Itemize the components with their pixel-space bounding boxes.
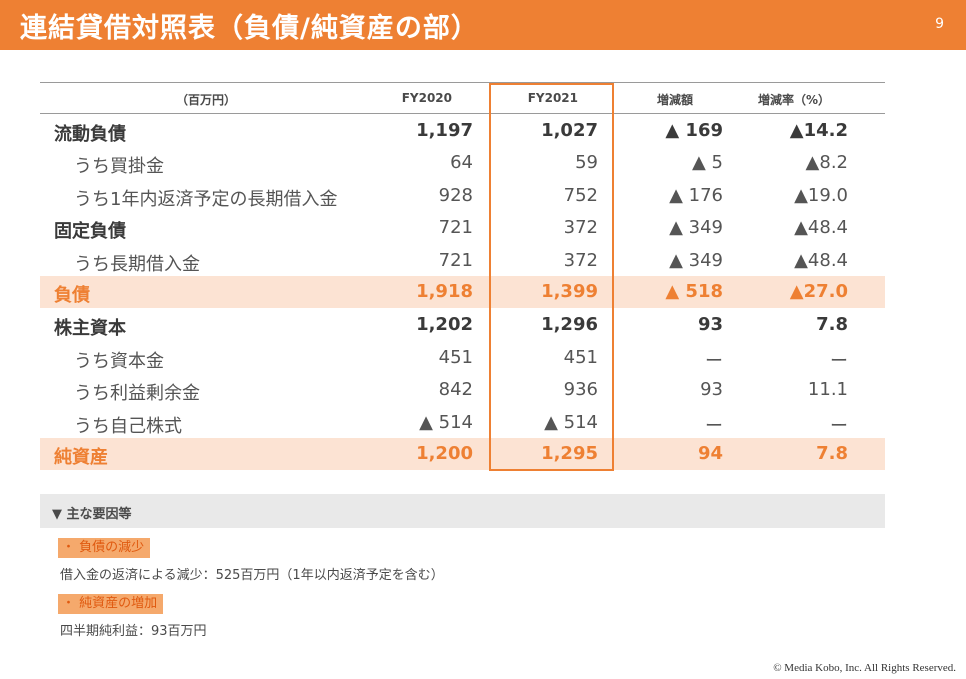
row-label: うち利益剰余金	[74, 383, 200, 404]
factors-title: ▼ 主な要因等	[52, 507, 132, 522]
cell-rate: ー	[830, 351, 848, 372]
table-row-net-assets: 純資産 1,200 1,295 94 7.8	[40, 438, 885, 470]
table-row: うち長期借入金 721 372 ▲ 349 ▲48.4	[40, 245, 885, 277]
cell-fy2020: 721	[438, 250, 473, 271]
cell-rate: 7.8	[816, 443, 848, 464]
header-change-rate: 増減率（%）	[757, 93, 830, 107]
cell-change: 93	[700, 379, 723, 400]
cell-fy2021: 1,295	[541, 443, 598, 464]
cell-change: ー	[705, 416, 723, 437]
factor-desc-liabilities: 借入金の返済による減少：525百万円（1年以内返済予定を含む）	[60, 568, 444, 583]
copyright: © Media Kobo, Inc. All Rights Reserved.	[773, 662, 956, 674]
cell-rate: ▲14.2	[789, 120, 848, 141]
cell-fy2020: 451	[438, 347, 473, 368]
table-row: うち1年内返済予定の長期借入金 928 752 ▲ 176 ▲19.0	[40, 180, 885, 212]
row-label: うち長期借入金	[74, 254, 200, 275]
row-label: 負債	[54, 285, 90, 306]
header-unit: （百万円）	[176, 93, 237, 107]
factor-tag-liabilities: ・ 負債の減少	[58, 538, 151, 558]
cell-fy2021: ▲ 514	[544, 412, 598, 433]
slide-title: 連結貸借対照表（負債/純資産の部）	[20, 13, 479, 44]
cell-change: ▲ 518	[665, 281, 723, 302]
cell-fy2021: 936	[563, 379, 598, 400]
cell-rate: ▲48.4	[794, 250, 848, 271]
table-header: （百万円） FY2020 FY2021 増減額 増減率（%）	[40, 82, 885, 114]
table-row: うち利益剰余金 842 936 93 11.1	[40, 374, 885, 406]
factors-header: ▼ 主な要因等	[40, 494, 885, 528]
slide-header: 連結貸借対照表（負債/純資産の部） 9	[0, 0, 966, 50]
header-fy2020: FY2020	[401, 91, 452, 105]
cell-change: ▲ 349	[669, 217, 723, 238]
cell-change: ▲ 169	[665, 120, 723, 141]
row-label: うち自己株式	[74, 416, 182, 437]
cell-rate: ▲27.0	[789, 281, 848, 302]
page-number: 9	[935, 16, 944, 32]
header-change: 増減額	[656, 93, 693, 107]
cell-fy2021: 1,399	[541, 281, 598, 302]
table-row: うち自己株式 ▲ 514 ▲ 514 ー ー	[40, 407, 885, 439]
cell-fy2021: 372	[563, 217, 598, 238]
cell-fy2020: 928	[438, 185, 473, 206]
table-row: 株主資本 1,202 1,296 93 7.8	[40, 309, 885, 341]
cell-fy2020: 1,918	[416, 281, 473, 302]
row-label: うち資本金	[74, 351, 164, 372]
row-label: 純資産	[54, 447, 108, 468]
cell-fy2021: 1,296	[541, 314, 598, 335]
cell-rate: ▲48.4	[794, 217, 848, 238]
cell-change: 93	[697, 314, 723, 335]
cell-fy2021: 59	[575, 152, 598, 173]
cell-change: ▲ 349	[669, 250, 723, 271]
cell-change: 94	[697, 443, 723, 464]
table-row: うち資本金 451 451 ー ー	[40, 342, 885, 374]
cell-fy2021: 1,027	[541, 120, 598, 141]
fy2021-highlight-frame	[489, 83, 614, 471]
cell-rate: ー	[830, 416, 848, 437]
cell-fy2020: 64	[450, 152, 473, 173]
row-label: 流動負債	[54, 124, 126, 145]
cell-fy2020: 721	[438, 217, 473, 238]
table-row-total-liabilities: 負債 1,918 1,399 ▲ 518 ▲27.0	[40, 276, 885, 308]
cell-rate: 11.1	[807, 379, 848, 400]
cell-rate: ▲8.2	[805, 152, 848, 173]
table-row: 流動負債 1,197 1,027 ▲ 169 ▲14.2	[40, 115, 885, 147]
factor-desc-net-assets: 四半期純利益：93百万円	[60, 624, 207, 639]
row-label: 固定負債	[54, 221, 126, 242]
cell-fy2021: 372	[563, 250, 598, 271]
cell-change: ▲ 5	[691, 152, 723, 173]
cell-fy2021: 451	[563, 347, 598, 368]
header-fy2021: FY2021	[527, 91, 578, 105]
cell-fy2020: 1,200	[416, 443, 473, 464]
row-label: うち買掛金	[74, 156, 164, 177]
cell-rate: 7.8	[816, 314, 848, 335]
cell-fy2020: 1,197	[416, 120, 473, 141]
factor-tag-net-assets: ・ 純資産の増加	[58, 594, 164, 614]
cell-fy2020: ▲ 514	[419, 412, 473, 433]
table-row: うち買掛金 64 59 ▲ 5 ▲8.2	[40, 147, 885, 179]
row-label: 株主資本	[54, 318, 126, 339]
cell-fy2020: 842	[438, 379, 473, 400]
cell-change: ー	[705, 351, 723, 372]
cell-rate: ▲19.0	[794, 185, 848, 206]
cell-fy2020: 1,202	[416, 314, 473, 335]
cell-fy2021: 752	[563, 185, 598, 206]
table-row: 固定負債 721 372 ▲ 349 ▲48.4	[40, 212, 885, 244]
cell-change: ▲ 176	[669, 185, 723, 206]
row-label: うち1年内返済予定の長期借入金	[74, 189, 338, 210]
